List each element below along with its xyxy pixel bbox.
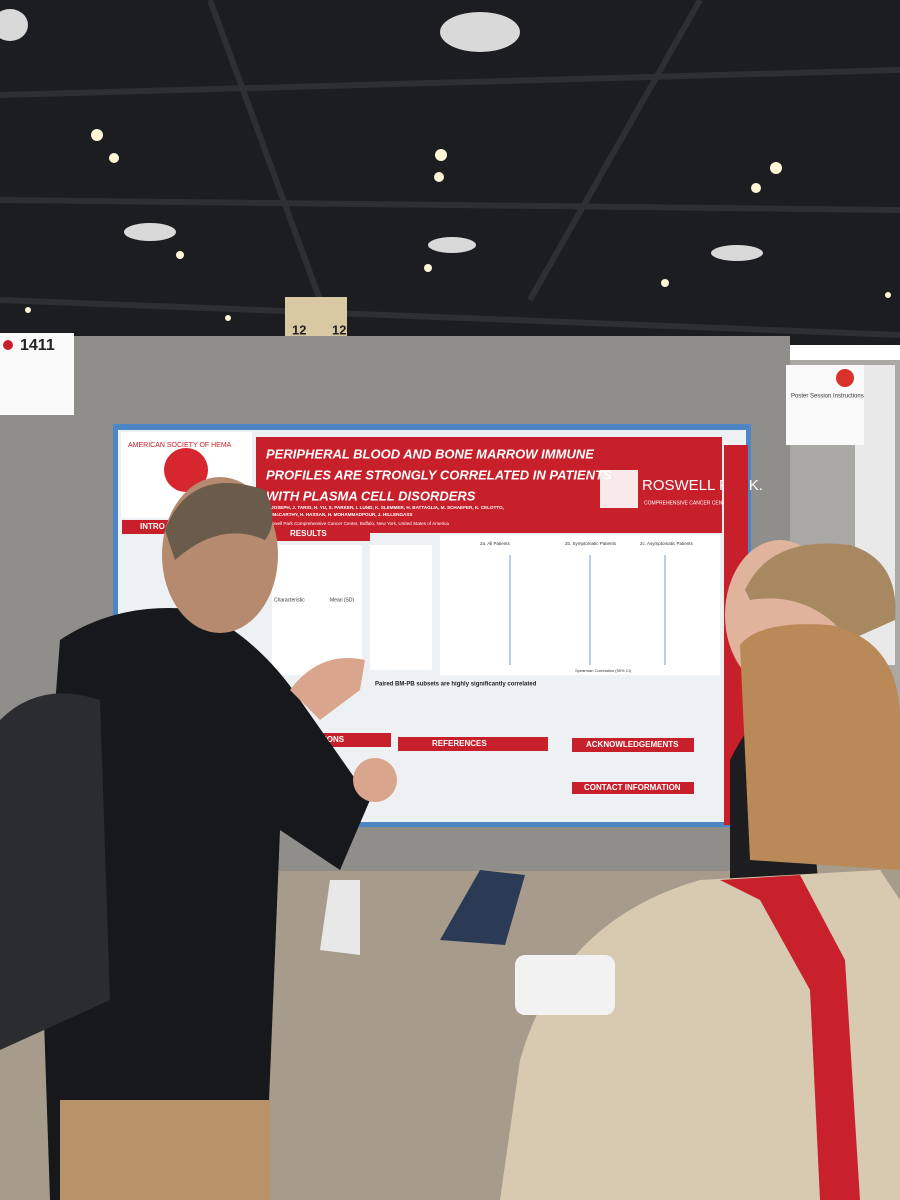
poster-title: PROFILES ARE STRONGLY CORRELATED IN PATI…: [266, 467, 612, 482]
section-title: REFERENCES: [432, 739, 487, 748]
section-header: [398, 737, 548, 751]
pillar-label: 12: [332, 322, 346, 337]
title-banner: [256, 437, 722, 533]
legs-background: [440, 870, 525, 945]
legs-background: [320, 880, 360, 955]
vents: [0, 9, 763, 261]
table: [272, 545, 362, 675]
affiliation: Roswell Park Comprehensive Cancer Center…: [266, 521, 449, 526]
institution-logo: [600, 470, 638, 508]
institution-subtitle: COMPREHENSIVE CANCER CENTER: [644, 500, 733, 506]
woman-hair: [745, 543, 896, 640]
section-title: ACKNOWLEDGEMENTS: [586, 740, 679, 749]
man-jacket: [40, 608, 370, 1200]
section-title: RESULTS: [290, 529, 327, 538]
table-header: Mean (SD): [330, 597, 355, 603]
axis-label: Spearman Correlation (95% CI): [575, 668, 632, 673]
woman-sleeve: [515, 955, 615, 1015]
figure-panel: [440, 535, 720, 675]
ceiling-beams: [0, 0, 900, 338]
section-header: [270, 527, 370, 541]
finding: Paired BM-PB subsets are highly signific…: [375, 682, 537, 688]
ceiling-lights: [25, 129, 891, 321]
ceiling: [0, 0, 900, 345]
section-title: INTRO: [140, 522, 165, 531]
bag-strap: [720, 875, 860, 1200]
pillar-label: 12: [292, 322, 306, 337]
instructions-title: Poster Session Instructions: [791, 394, 864, 400]
panel-title: 2a. All Patients: [480, 541, 511, 546]
figure-panel: [370, 545, 432, 670]
man-trousers: [60, 1100, 270, 1200]
panel-title: 2b. Symptomatic Patients: [565, 541, 617, 546]
forest-plot: [509, 555, 666, 665]
poster-title: PERIPHERAL BLOOD AND BONE MARROW IMMUNE: [266, 446, 594, 461]
backpack: [0, 693, 110, 1050]
man-hand: [353, 758, 397, 802]
woman-hair: [740, 624, 900, 870]
table-header: Characteristic: [274, 597, 305, 603]
society-logo-mark: [164, 448, 208, 492]
authors: M. McCARTHY, H. HASSAN, H. MOHAMMADPOUR,…: [266, 512, 413, 517]
booth-number: 1411: [20, 337, 55, 354]
section-title: CONTACT INFORMATION: [584, 783, 681, 792]
section-header: [572, 782, 694, 794]
poster-title: WITH PLASMA CELL DISORDERS: [266, 488, 476, 503]
sign-logo: [3, 340, 13, 350]
panel-title: 2c. Asymptomatic Patients: [640, 541, 694, 546]
society-logo-text: AMERICAN SOCIETY OF HEMA: [128, 442, 232, 449]
section-header: [572, 738, 694, 752]
man-hair: [165, 483, 273, 560]
authors: J. JOSEPH, J. TARIO, H. YU, S. PARKER, I…: [266, 505, 504, 510]
sign-logo: [836, 369, 854, 387]
man-hand: [290, 658, 365, 720]
